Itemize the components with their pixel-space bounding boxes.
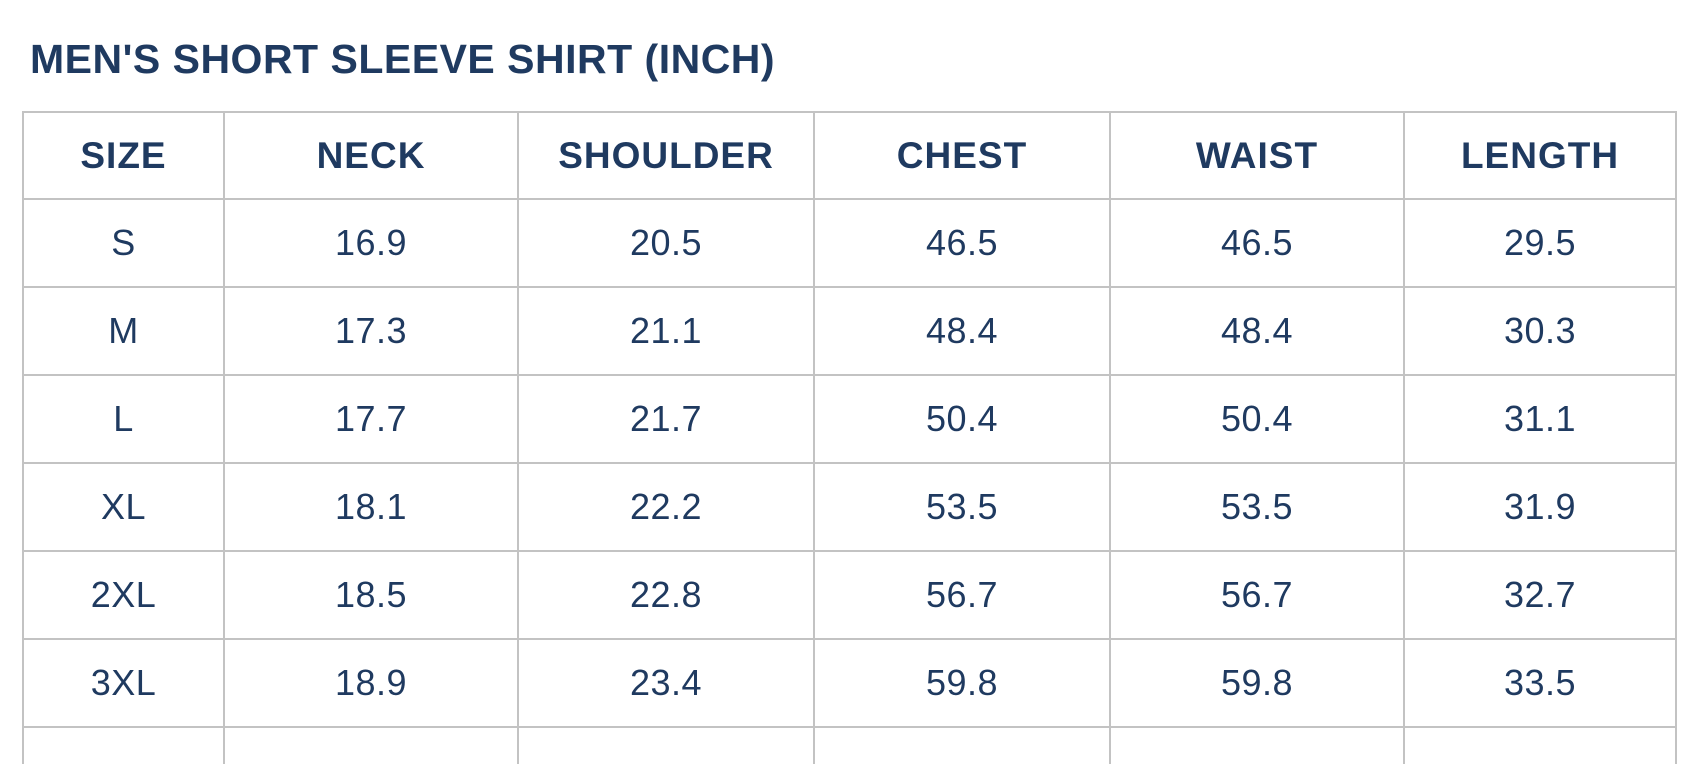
cell-length: 29.5 — [1403, 198, 1677, 288]
header-cell-shoulder: SHOULDER — [517, 111, 815, 200]
table-row-2xl: 2XL 18.5 22.8 56.7 56.7 32.7 — [22, 550, 1677, 640]
cell-neck: 16.9 — [223, 198, 519, 288]
table-row-partial-cutoff — [22, 726, 1677, 764]
cell-length: 31.1 — [1403, 374, 1677, 464]
page-title: MEN'S SHORT SLEEVE SHIRT (INCH) — [30, 36, 776, 82]
cell-size: XL — [22, 462, 225, 552]
cell-shoulder: 23.4 — [517, 638, 815, 728]
cell-neck: 18.9 — [223, 638, 519, 728]
cell-size: S — [22, 198, 225, 288]
cell-shoulder: 21.1 — [517, 286, 815, 376]
cell-neck: 17.3 — [223, 286, 519, 376]
cell-waist: 53.5 — [1109, 462, 1405, 552]
table-row-l: L 17.7 21.7 50.4 50.4 31.1 — [22, 374, 1677, 464]
table-row-xl: XL 18.1 22.2 53.5 53.5 31.9 — [22, 462, 1677, 552]
cell-waist: 56.7 — [1109, 550, 1405, 640]
header-cell-length: LENGTH — [1403, 111, 1677, 200]
cell-empty — [813, 726, 1111, 764]
cell-neck: 18.1 — [223, 462, 519, 552]
cell-waist: 48.4 — [1109, 286, 1405, 376]
cell-length: 31.9 — [1403, 462, 1677, 552]
cell-shoulder: 22.2 — [517, 462, 815, 552]
cell-waist: 46.5 — [1109, 198, 1405, 288]
table-header-row: SIZE NECK SHOULDER CHEST WAIST LENGTH — [22, 111, 1677, 200]
cell-chest: 53.5 — [813, 462, 1111, 552]
cell-shoulder: 20.5 — [517, 198, 815, 288]
cell-neck: 17.7 — [223, 374, 519, 464]
cell-neck: 18.5 — [223, 550, 519, 640]
cell-chest: 48.4 — [813, 286, 1111, 376]
cell-length: 33.5 — [1403, 638, 1677, 728]
cell-chest: 59.8 — [813, 638, 1111, 728]
cell-size: 2XL — [22, 550, 225, 640]
cell-empty — [22, 726, 225, 764]
cell-empty — [223, 726, 519, 764]
cell-waist: 50.4 — [1109, 374, 1405, 464]
header-cell-chest: CHEST — [813, 111, 1111, 200]
cell-empty — [1109, 726, 1405, 764]
cell-empty — [1403, 726, 1677, 764]
header-cell-size: SIZE — [22, 111, 225, 200]
cell-length: 32.7 — [1403, 550, 1677, 640]
size-chart-table: SIZE NECK SHOULDER CHEST WAIST LENGTH S … — [22, 111, 1677, 764]
cell-shoulder: 21.7 — [517, 374, 815, 464]
cell-waist: 59.8 — [1109, 638, 1405, 728]
header-cell-waist: WAIST — [1109, 111, 1405, 200]
cell-size: M — [22, 286, 225, 376]
table-row-s: S 16.9 20.5 46.5 46.5 29.5 — [22, 198, 1677, 288]
cell-chest: 56.7 — [813, 550, 1111, 640]
cell-shoulder: 22.8 — [517, 550, 815, 640]
cell-chest: 46.5 — [813, 198, 1111, 288]
cell-size: 3XL — [22, 638, 225, 728]
cell-size: L — [22, 374, 225, 464]
cell-empty — [517, 726, 815, 764]
cell-chest: 50.4 — [813, 374, 1111, 464]
cell-length: 30.3 — [1403, 286, 1677, 376]
table-row-3xl: 3XL 18.9 23.4 59.8 59.8 33.5 — [22, 638, 1677, 728]
header-cell-neck: NECK — [223, 111, 519, 200]
table-row-m: M 17.3 21.1 48.4 48.4 30.3 — [22, 286, 1677, 376]
